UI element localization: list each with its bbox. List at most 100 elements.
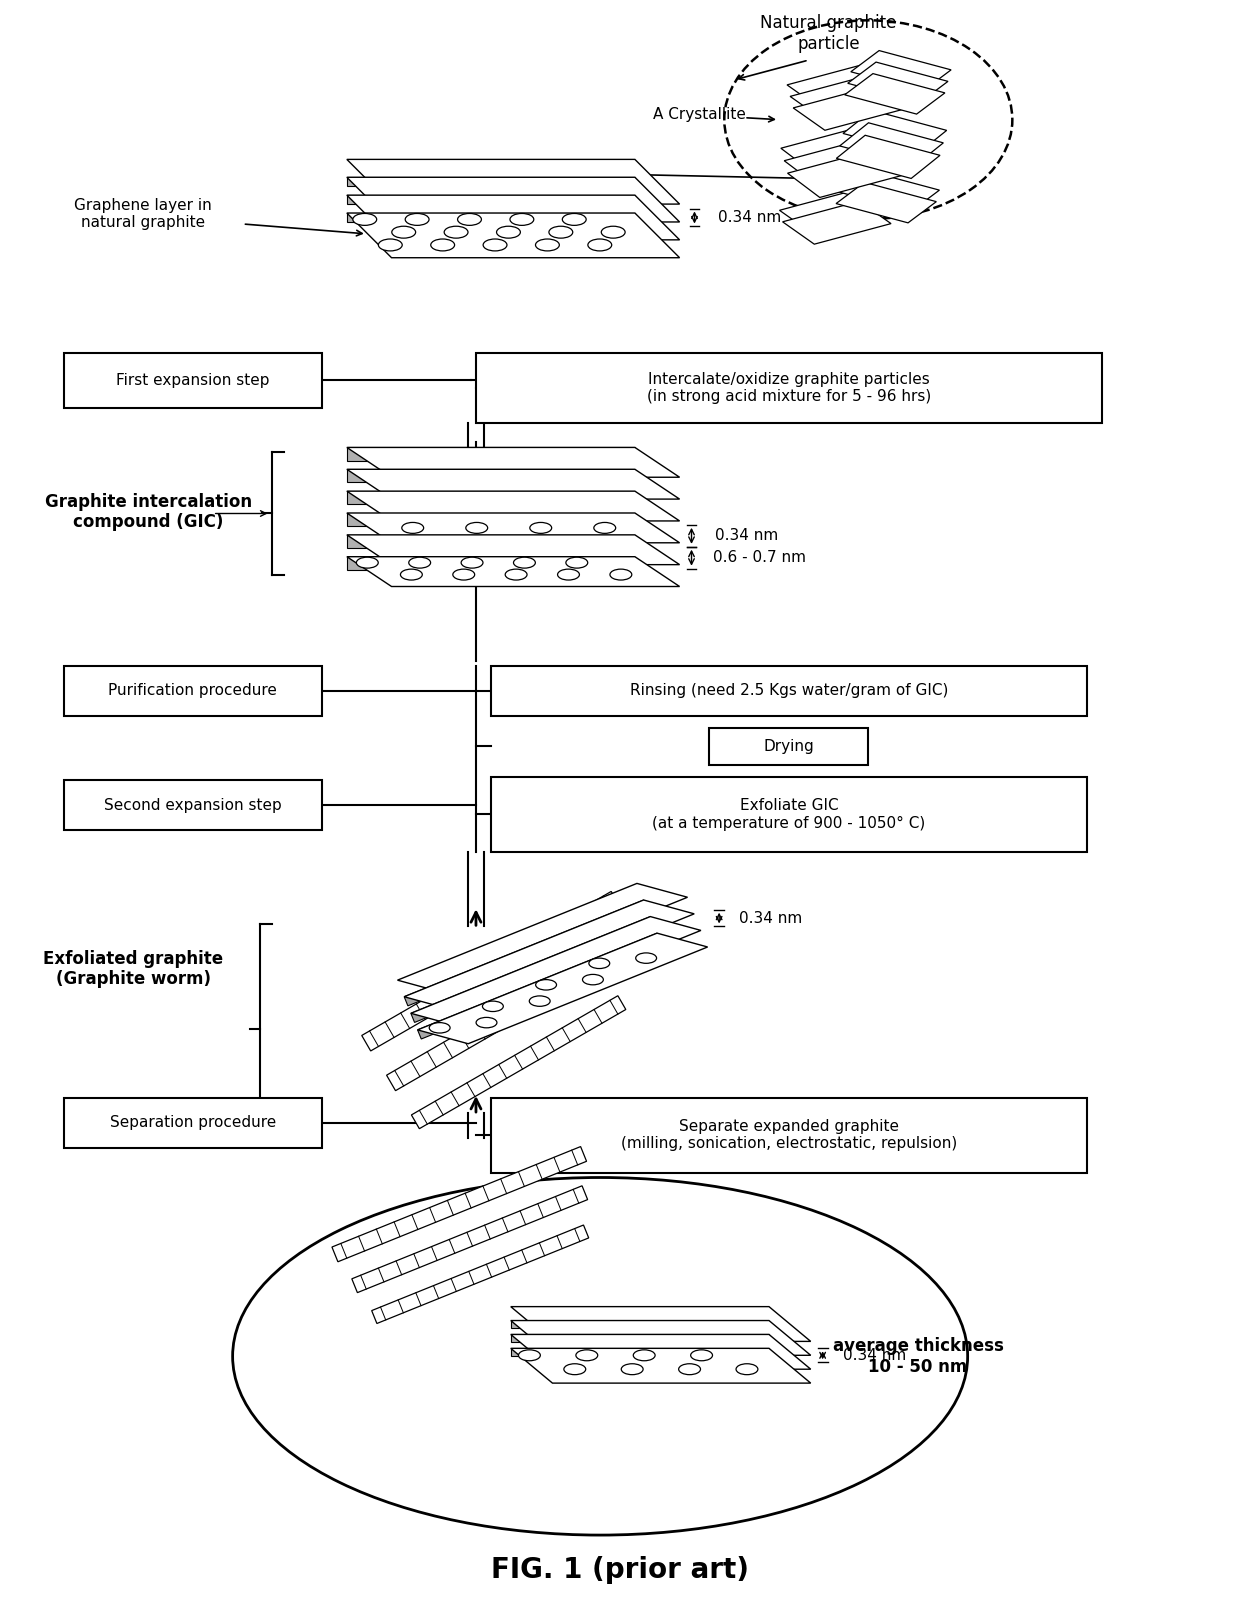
Polygon shape	[843, 110, 946, 154]
Polygon shape	[844, 74, 945, 115]
Text: Graphite intercalation
compound (GIC): Graphite intercalation compound (GIC)	[45, 493, 252, 532]
Ellipse shape	[453, 569, 475, 581]
Ellipse shape	[529, 996, 551, 1006]
Text: 0.34 nm: 0.34 nm	[739, 910, 802, 925]
Ellipse shape	[691, 1350, 713, 1362]
Polygon shape	[347, 513, 680, 543]
Bar	[63, 779, 322, 830]
Ellipse shape	[594, 522, 616, 534]
Polygon shape	[398, 883, 687, 994]
Text: 0.34 nm: 0.34 nm	[843, 1349, 906, 1363]
Ellipse shape	[461, 558, 484, 568]
Ellipse shape	[737, 1363, 758, 1374]
Polygon shape	[347, 469, 680, 500]
Polygon shape	[347, 492, 680, 521]
Ellipse shape	[549, 226, 573, 238]
Polygon shape	[511, 1349, 769, 1357]
Ellipse shape	[634, 1350, 655, 1362]
Polygon shape	[410, 917, 701, 1027]
Polygon shape	[347, 535, 635, 548]
Ellipse shape	[621, 1363, 644, 1374]
Polygon shape	[347, 556, 680, 587]
Polygon shape	[784, 139, 898, 184]
Polygon shape	[404, 901, 647, 1006]
Text: 0.34 nm: 0.34 nm	[718, 210, 781, 225]
Text: Second expansion step: Second expansion step	[104, 797, 281, 812]
Polygon shape	[781, 126, 894, 173]
Ellipse shape	[429, 1022, 450, 1033]
Polygon shape	[347, 160, 680, 204]
Polygon shape	[347, 513, 635, 526]
Text: Separation procedure: Separation procedure	[110, 1116, 277, 1130]
Ellipse shape	[505, 569, 527, 581]
Polygon shape	[511, 1307, 811, 1342]
Polygon shape	[836, 136, 940, 178]
Ellipse shape	[484, 239, 507, 251]
Text: First expansion step: First expansion step	[117, 374, 269, 388]
Text: Drying: Drying	[764, 739, 815, 754]
Ellipse shape	[392, 226, 415, 238]
Bar	[491, 1098, 1086, 1172]
Ellipse shape	[401, 569, 423, 581]
Polygon shape	[347, 535, 680, 564]
Text: FIG. 1 (prior art): FIG. 1 (prior art)	[491, 1556, 749, 1583]
Polygon shape	[347, 213, 635, 222]
Polygon shape	[511, 1321, 811, 1355]
Bar	[491, 778, 1086, 852]
Bar	[63, 666, 322, 716]
Polygon shape	[511, 1334, 769, 1342]
Ellipse shape	[588, 239, 611, 251]
Polygon shape	[347, 196, 635, 204]
Ellipse shape	[378, 239, 402, 251]
Polygon shape	[848, 61, 949, 102]
Text: 0.34 nm: 0.34 nm	[714, 529, 777, 543]
Polygon shape	[780, 189, 888, 233]
Ellipse shape	[466, 522, 487, 534]
Text: Exfoliated graphite
(Graphite worm): Exfoliated graphite (Graphite worm)	[43, 949, 223, 988]
Polygon shape	[787, 65, 895, 107]
Text: Natural graphite
particle: Natural graphite particle	[760, 15, 897, 53]
Ellipse shape	[562, 213, 587, 225]
Ellipse shape	[405, 213, 429, 225]
Polygon shape	[347, 178, 635, 186]
Ellipse shape	[536, 239, 559, 251]
Ellipse shape	[402, 522, 424, 534]
Polygon shape	[347, 448, 635, 461]
Ellipse shape	[518, 1350, 541, 1362]
Polygon shape	[372, 1226, 589, 1323]
Ellipse shape	[601, 226, 625, 238]
Ellipse shape	[575, 1350, 598, 1362]
Text: average thickness
10 - 50 nm: average thickness 10 - 50 nm	[832, 1337, 1003, 1376]
Polygon shape	[790, 76, 899, 118]
Polygon shape	[851, 50, 951, 91]
Polygon shape	[418, 933, 708, 1043]
Ellipse shape	[565, 558, 588, 568]
Ellipse shape	[444, 226, 467, 238]
Polygon shape	[839, 123, 944, 167]
Ellipse shape	[610, 569, 632, 581]
Ellipse shape	[458, 213, 481, 225]
Bar	[491, 666, 1086, 716]
Bar	[709, 728, 868, 765]
Polygon shape	[418, 933, 661, 1040]
Ellipse shape	[356, 558, 378, 568]
Bar	[63, 353, 322, 407]
Ellipse shape	[409, 558, 430, 568]
Polygon shape	[839, 171, 940, 212]
Ellipse shape	[476, 1017, 497, 1028]
Text: A Crystallite: A Crystallite	[653, 107, 746, 123]
Polygon shape	[347, 448, 680, 477]
Ellipse shape	[430, 239, 455, 251]
Ellipse shape	[529, 522, 552, 534]
Polygon shape	[347, 556, 635, 569]
Polygon shape	[404, 901, 694, 1011]
Polygon shape	[387, 944, 624, 1091]
Polygon shape	[511, 1321, 769, 1328]
Ellipse shape	[496, 226, 521, 238]
Bar	[476, 353, 1102, 422]
Polygon shape	[836, 183, 936, 223]
Text: Separate expanded graphite
(milling, sonication, electrostatic, repulsion): Separate expanded graphite (milling, son…	[621, 1119, 957, 1151]
Ellipse shape	[536, 980, 557, 990]
Text: Graphene layer in
natural graphite: Graphene layer in natural graphite	[74, 197, 212, 230]
Polygon shape	[347, 178, 680, 222]
